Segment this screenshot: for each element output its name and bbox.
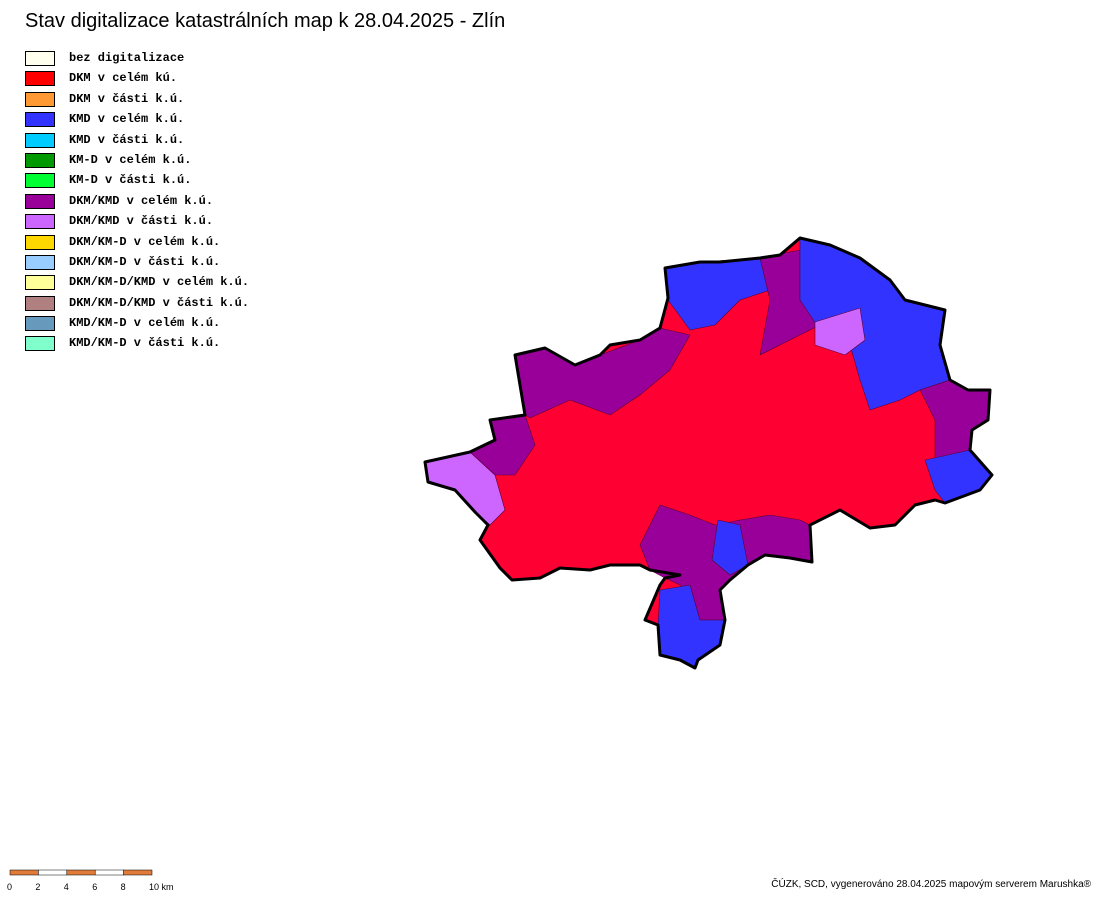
- legend-swatch: [25, 275, 55, 291]
- legend-swatch: [25, 173, 55, 189]
- legend-swatch: [25, 234, 55, 250]
- legend-item: DKM/KMD v celém k.ú.: [25, 193, 249, 214]
- legend-label: KMD/KM-D v celém k.ú.: [69, 316, 221, 331]
- legend-swatch: [25, 295, 55, 311]
- legend-swatch: [25, 132, 55, 148]
- legend-item: KM-D v části k.ú.: [25, 173, 249, 193]
- legend-label: bez digitalizace: [69, 51, 185, 65]
- legend-swatch: [25, 152, 55, 168]
- legend-item: DKM/KM-D v celém k.ú.: [25, 234, 249, 255]
- credit: ČÚZK, SCD, vygenerováno 28.04.2025 mapov…: [771, 879, 1091, 890]
- legend-swatch: [25, 51, 55, 66]
- legend-item: DKM/KM-D/KMD v celém k.ú.: [25, 275, 249, 295]
- region-kmd: [711, 519, 749, 576]
- legend-item: bez digitalizace: [25, 51, 249, 71]
- legend-label: KMD v celém k.ú.: [69, 112, 185, 127]
- legend-item: KM-D v celém k.ú.: [25, 152, 249, 173]
- legend-label: DKM/KM-D v celém k.ú.: [69, 234, 221, 249]
- scale-segment: [9, 869, 39, 876]
- district-outline: [423, 236, 994, 670]
- legend-item: KMD/KM-D v celém k.ú.: [25, 316, 249, 336]
- legend-label: DKM v části k.ú.: [69, 91, 185, 106]
- legend-item: KMD v celém k.ú.: [25, 112, 249, 132]
- legend-swatch: [25, 91, 55, 107]
- legend-swatch: [25, 214, 55, 230]
- legend-label: DKM/KMD v celém k.ú.: [69, 193, 214, 208]
- legend-label: DKM/KMD v části k.ú.: [69, 214, 214, 229]
- map-title: Stav digitalizace katastrálních map k 28…: [25, 10, 506, 32]
- scale-segment: [66, 869, 96, 876]
- scale-segment: [94, 869, 124, 876]
- legend-swatch: [25, 316, 55, 332]
- legend-label: DKM v celém kú.: [69, 71, 178, 86]
- scale-label: 2: [35, 882, 40, 892]
- legend-item: DKM/KMD v části k.ú.: [25, 214, 249, 234]
- legend-item: DKM/KM-D/KMD v části k.ú.: [25, 295, 250, 316]
- legend-swatch: [25, 71, 55, 87]
- legend-item: DKM v části k.ú.: [25, 91, 249, 112]
- legend-label: KM-D v části k.ú.: [69, 173, 192, 188]
- legend-item: KMD/KM-D v části k.ú.: [25, 336, 249, 356]
- legend: bez digitalizace DKM v celém kú. DKM v čás…: [25, 51, 249, 357]
- legend-item: DKM v celém kú.: [25, 71, 249, 91]
- scale-label: 10 km: [149, 882, 174, 892]
- scale-label: 4: [64, 882, 69, 892]
- region-dkm-kmd-part: [814, 307, 866, 356]
- scale-label: 8: [121, 882, 126, 892]
- legend-item: DKM/KM-D v části k.ú.: [25, 254, 249, 275]
- legend-label: KM-D v celém k.ú.: [69, 152, 192, 167]
- legend-swatch: [25, 193, 55, 209]
- scale-label: 0: [7, 882, 12, 892]
- legend-swatch: [25, 336, 55, 352]
- scale-label: 6: [92, 882, 97, 892]
- scale-segment: [38, 869, 68, 876]
- legend-swatch: [25, 112, 55, 128]
- legend-label: DKM/KM-D/KMD v celém k.ú.: [69, 275, 250, 290]
- scale-segment: [123, 869, 153, 876]
- legend-label: KMD/KM-D v části k.ú.: [69, 336, 221, 351]
- legend-label: DKM/KM-D/KMD v části k.ú.: [69, 295, 250, 310]
- legend-swatch: [25, 254, 55, 270]
- legend-item: KMD v části k.ú.: [25, 132, 249, 153]
- scale-bar: [9, 869, 153, 876]
- legend-label: DKM/KM-D v části k.ú.: [69, 254, 221, 269]
- legend-label: KMD v části k.ú.: [69, 132, 185, 147]
